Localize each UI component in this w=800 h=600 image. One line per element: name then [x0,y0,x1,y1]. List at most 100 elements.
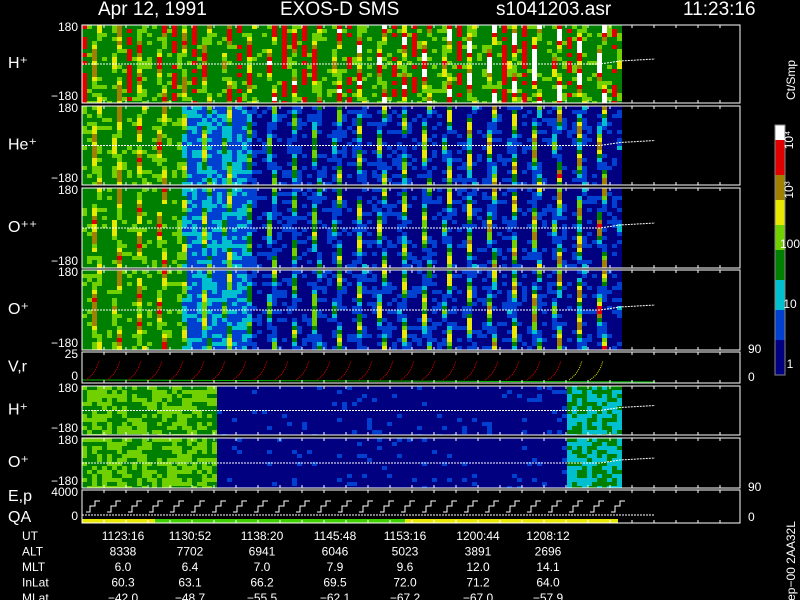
spectrogram-cell [252,154,257,158]
spectrogram-cell [182,85,187,89]
spectrogram-cell [92,118,97,122]
spectrogram-cell [617,142,622,146]
spectrogram-cell [387,118,392,122]
spectrogram-cell [442,154,447,158]
spectrogram-cell [267,130,272,134]
spectrogram-cell [137,220,142,224]
spectrogram-cell [167,29,172,33]
spectrogram-cell [337,97,342,101]
spectrogram-cell [567,101,572,103]
spectrogram-cell [542,69,547,73]
spectrogram-cell [157,29,162,33]
spectrogram-cell [562,142,567,146]
spectrogram-cell [612,146,617,150]
spectrogram-cell [107,53,112,57]
spectrogram-cell [287,85,292,89]
spectrogram-cell [462,53,467,57]
spectrogram-cell [97,200,102,204]
spectrogram-cell [447,178,452,182]
spectrogram-cell [207,69,212,73]
spectrogram-cell [117,33,122,37]
spectrogram-cell [247,110,252,114]
spectrogram-cell [607,53,612,57]
spectrogram-cell [117,25,122,29]
spectrogram-cell [202,122,207,126]
spectrogram-cell [417,106,422,110]
spectrogram-cell [162,256,167,260]
spectrogram-cell [572,25,577,29]
spectrogram-cell [112,33,117,37]
spectrogram-cell [472,77,477,81]
spectrogram-cell [112,212,117,216]
spectrogram-cell [142,106,147,110]
spectrogram-cell [527,142,532,146]
spectrogram-cell [172,85,177,89]
spectrogram-cell [112,232,117,236]
spectrogram-cell [342,126,347,130]
spectrogram-cell [472,49,477,53]
spectrogram-cell [422,85,427,89]
spectrogram-cell [452,122,457,126]
spectrogram-cell [177,73,182,77]
spectrogram-cell [162,236,167,240]
spectrogram-cell [152,57,157,61]
spectrogram-cell [332,37,337,41]
spectrogram-cell [237,114,242,118]
spectrogram-cell [467,118,472,122]
spectrogram-cell [167,220,172,224]
spectrogram-cell [502,182,507,185]
spectrogram-cell [582,106,587,110]
spectrogram-cell [377,130,382,134]
spectrogram-cell [197,114,202,118]
spectrogram-cell [122,81,127,85]
spectrogram-cell [372,130,377,134]
spectrogram-cell [192,118,197,122]
spectrogram-cell [542,85,547,89]
spectrogram-cell [572,114,577,118]
spectrogram-cell [122,240,127,244]
spectrogram-cell [347,122,352,126]
spectrogram-cell [477,146,482,150]
spectrogram-cell [122,37,127,41]
spectrogram-cell [442,110,447,114]
spectrogram-cell [497,29,502,33]
spectrogram-cell [82,101,87,103]
spectrogram-cell [587,65,592,69]
spectrogram-cell [617,162,622,166]
spectrogram-cell [292,106,297,110]
spectrogram-cell [177,114,182,118]
spectrogram-cell [492,158,497,162]
spectrogram-cell [557,61,562,65]
spectrogram-cell [192,69,197,73]
spectrogram-cell [107,73,112,77]
spectrogram-cell [162,260,167,264]
spectrogram-cell [592,61,597,65]
spectrogram-cell [172,252,177,256]
spectrogram-cell [557,182,562,185]
spectrogram-cell [157,41,162,45]
spectrogram-cell [362,154,367,158]
spectrogram-cell [482,57,487,61]
spectrogram-cell [232,53,237,57]
spectrogram-cell [92,138,97,142]
spectrogram-cell [312,126,317,130]
spectrogram-cell [357,45,362,49]
spectrogram-cell [502,118,507,122]
spectrogram-cell [82,97,87,101]
spectrogram-cell [572,146,577,150]
spectrogram-cell [317,25,322,29]
spectrogram-cell [182,212,187,216]
spectrogram-cell [357,162,362,166]
spectrogram-cell [607,93,612,97]
spectrogram-cell [142,174,147,178]
spectrogram-cell [462,130,467,134]
spectrogram-cell [537,73,542,77]
spectrogram-cell [117,101,122,103]
spectrogram-cell [367,69,372,73]
spectrogram-cell [347,65,352,69]
spectrogram-cell [172,106,177,110]
spectrogram-cell [177,130,182,134]
spectrogram-cell [507,146,512,150]
spectrogram-cell [232,166,237,170]
spectrogram-cell [207,114,212,118]
